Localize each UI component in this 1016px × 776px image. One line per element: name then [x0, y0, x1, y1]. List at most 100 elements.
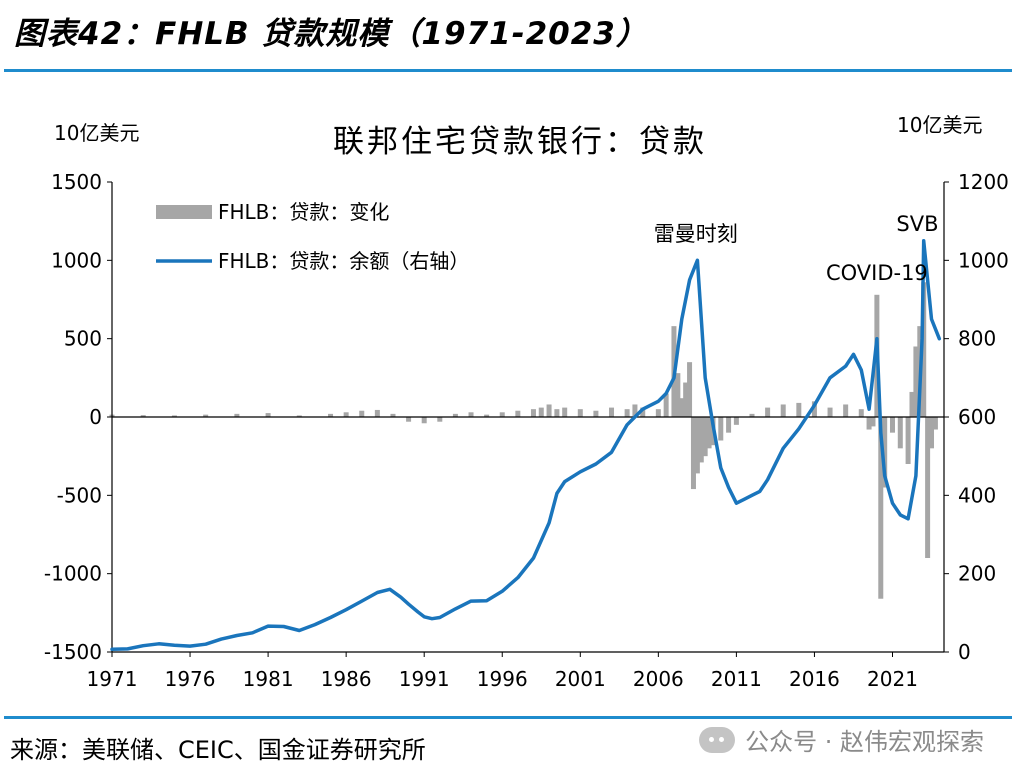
- legend-line-label: FHLB：贷款：余额（右轴）: [218, 249, 469, 273]
- change-bar: [925, 417, 931, 558]
- left-tick-label: 500: [64, 327, 102, 351]
- change-bar: [609, 407, 615, 417]
- change-bar: [538, 407, 544, 417]
- annotation-label: COVID-19: [826, 261, 928, 285]
- change-bar: [468, 412, 474, 417]
- footer-rule: [4, 716, 1012, 719]
- change-bar: [780, 404, 786, 417]
- change-bar: [484, 414, 490, 417]
- x-tick-label: 2011: [711, 667, 762, 691]
- change-bar: [593, 410, 599, 417]
- change-bar: [866, 417, 872, 430]
- legend-bar-swatch: [156, 205, 212, 219]
- change-bar: [897, 417, 903, 449]
- change-bar: [577, 409, 583, 417]
- change-bar: [499, 412, 505, 417]
- left-tick-label: -500: [57, 483, 102, 507]
- line-series-group: [110, 239, 942, 652]
- annotation-label: 雷曼时刻: [654, 222, 738, 246]
- legend: FHLB：贷款：变化 FHLB：贷款：余额（右轴）: [156, 200, 469, 273]
- change-bar: [171, 415, 177, 417]
- x-tick-label: 1976: [165, 667, 216, 691]
- x-tick-label: 2016: [789, 667, 840, 691]
- change-bar: [827, 407, 833, 417]
- right-axis-unit: 10亿美元: [897, 113, 982, 137]
- x-tick-label: 1971: [87, 667, 138, 691]
- change-bar: [889, 417, 895, 433]
- change-bar: [632, 404, 638, 417]
- x-tick-label: 1981: [243, 667, 294, 691]
- x-tick-label: 1986: [321, 667, 372, 691]
- change-bar: [296, 415, 302, 417]
- annotations: 雷曼时刻 COVID-19 SVB: [654, 212, 939, 285]
- change-bar: [811, 401, 817, 417]
- change-bar: [655, 409, 661, 417]
- change-bar: [921, 282, 927, 417]
- change-bar: [679, 398, 685, 417]
- right-tick-label: 600: [958, 405, 996, 429]
- change-bar: [687, 362, 693, 417]
- change-bar: [675, 373, 681, 417]
- change-bar: [683, 382, 689, 417]
- change-bar: [265, 413, 271, 417]
- change-bar: [515, 410, 521, 417]
- change-bar: [932, 417, 938, 430]
- change-bar: [796, 402, 802, 417]
- change-bar: [203, 414, 209, 417]
- right-tick-label: 1200: [958, 170, 1009, 194]
- right-tick-label: 200: [958, 562, 996, 586]
- change-bar: [870, 417, 876, 427]
- change-bar: [909, 391, 915, 417]
- chart-title: 联邦住宅贷款银行：贷款: [333, 124, 707, 160]
- right-tick-label: 0: [958, 640, 971, 664]
- title-rule: [4, 69, 1012, 72]
- annotation-label: SVB: [896, 212, 938, 236]
- change-bar: [694, 417, 700, 474]
- change-bar: [437, 417, 443, 422]
- change-bar: [905, 417, 911, 464]
- left-tick-label: 1000: [51, 248, 102, 272]
- left-tick-label: 1500: [51, 170, 102, 194]
- left-tick-label: 0: [89, 405, 102, 429]
- change-bar: [718, 417, 724, 441]
- change-bar: [359, 410, 365, 417]
- watermark-text: 公众号 · 赵伟宏观探索: [745, 728, 984, 756]
- source-note: 来源：美联储、CEIC、国金证券研究所: [10, 736, 426, 764]
- change-bar: [452, 413, 458, 417]
- change-bar: [929, 417, 935, 449]
- right-tick-label: 1000: [958, 248, 1009, 272]
- x-tick-label: 1996: [477, 667, 528, 691]
- chart: 联邦住宅贷款银行：贷款 10亿美元 10亿美元 -1500 -1000 -500 0 5…: [44, 113, 1009, 691]
- change-bar: [882, 417, 888, 488]
- change-bar: [374, 409, 380, 417]
- change-bar: [234, 413, 240, 417]
- figure-title: 图表42：FHLB 贷款规模（1971-2023）: [14, 16, 648, 52]
- change-bar: [843, 404, 849, 417]
- change-bar: [733, 417, 739, 425]
- change-bar: [878, 417, 884, 599]
- change-bar: [624, 409, 630, 417]
- change-bar: [343, 412, 349, 417]
- left-tick-label: -1500: [44, 640, 102, 664]
- x-tick-label: 2006: [633, 667, 684, 691]
- change-bar: [749, 413, 755, 417]
- change-bar: [690, 417, 696, 490]
- x-tick-label: 2001: [555, 667, 606, 691]
- x-tick-label: 1991: [399, 667, 450, 691]
- legend-bar-label: FHLB：贷款：变化: [218, 200, 389, 224]
- change-bar: [140, 415, 146, 417]
- left-axis-unit: 10亿美元: [54, 121, 139, 145]
- wechat-icon: [699, 726, 736, 753]
- axes: -1500 -1000 -500 0 500 1000 1500 0 200 400 600 800 1…: [44, 170, 1009, 691]
- change-bar: [328, 413, 334, 417]
- change-bar: [726, 417, 732, 433]
- x-tick-label: 2021: [867, 667, 918, 691]
- change-bar: [765, 407, 771, 417]
- change-bar: [858, 409, 864, 417]
- change-bar: [698, 417, 704, 463]
- balance-line: [110, 239, 942, 652]
- change-bar: [390, 413, 396, 417]
- change-bar: [913, 346, 919, 417]
- change-bar: [640, 407, 646, 417]
- bar-series: [109, 282, 938, 599]
